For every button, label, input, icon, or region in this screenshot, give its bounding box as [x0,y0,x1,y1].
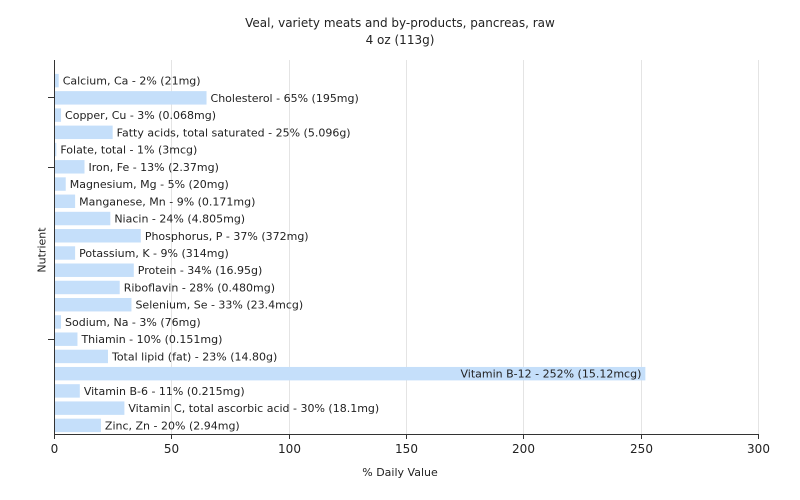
x-tick-label: 300 [747,442,770,456]
x-tick-label: 50 [164,442,179,456]
bar-label: Total lipid (fat) - 23% (14.80g) [111,350,277,363]
bar [55,297,132,312]
bar-label: Vitamin B-6 - 11% (0.215mg) [84,385,245,398]
bar [55,332,78,346]
bar-series [55,73,646,433]
bar [55,263,134,277]
bar [55,125,113,140]
chart-title: Veal, variety meats and by-products, pan… [245,16,555,30]
bar [55,280,120,295]
bar-label: Riboflavin - 28% (0.480mg) [124,281,275,294]
x-tick-label: 250 [630,442,653,456]
bar [55,315,62,329]
bar-label: Cholesterol - 65% (195mg) [211,92,359,105]
bar [55,418,101,433]
bar-label: Phosphorus, P - 37% (372mg) [145,230,309,243]
x-tick-label: 200 [512,442,535,456]
bar [55,108,62,122]
bar-label: Fatty acids, total saturated - 25% (5.09… [117,126,351,139]
x-tick-label: 150 [395,442,418,456]
bar [55,401,125,415]
bar-label: Vitamin C, total ascorbic acid - 30% (18… [128,402,379,415]
bar [55,246,76,260]
bar [55,229,141,243]
bar-label: Thiamin - 10% (0.151mg) [80,333,222,346]
bar-label: Calcium, Ca - 2% (21mg) [63,75,201,88]
bar-label: Vitamin B-12 - 252% (15.12mcg) [460,368,641,381]
bar-label: Sodium, Na - 3% (76mg) [65,316,201,329]
bar [55,73,59,88]
bar-label: Magnesium, Mg - 5% (20mg) [70,178,229,191]
x-axis-title: % Daily Value [362,466,438,479]
bar [55,91,207,105]
y-axis-title: Nutrient [35,227,49,273]
bar-label: Folate, total - 1% (3mcg) [60,144,197,157]
x-tick-label: 100 [278,442,301,456]
bar-label: Protein - 34% (16.95g) [138,264,263,277]
bar-label: Zinc, Zn - 20% (2.94mg) [105,419,240,432]
bar [55,366,646,381]
chart-subtitle: 4 oz (113g) [365,33,435,47]
bar [55,384,80,398]
axes: 0 50 100 150 200 250 300 [48,60,770,456]
bar-label: Manganese, Mn - 9% (0.171mg) [79,195,255,208]
bar-label: Selenium, Se - 33% (23.4mcg) [135,299,303,312]
bar [55,211,111,226]
bar-label: Potassium, K - 9% (314mg) [79,247,229,260]
bar-labels: Calcium, Ca - 2% (21mg) Cholesterol - 65%… [60,75,641,433]
bar-label: Copper, Cu - 3% (0.068mg) [65,109,216,122]
bar-label: Niacin - 24% (4.805mg) [114,213,245,226]
bar [55,142,57,157]
bar [55,177,66,191]
bar [55,194,76,209]
bar [55,160,85,174]
bar [55,349,108,364]
bar-label: Iron, Fe - 13% (2.37mg) [89,161,219,174]
x-tick-label: 0 [51,442,59,456]
